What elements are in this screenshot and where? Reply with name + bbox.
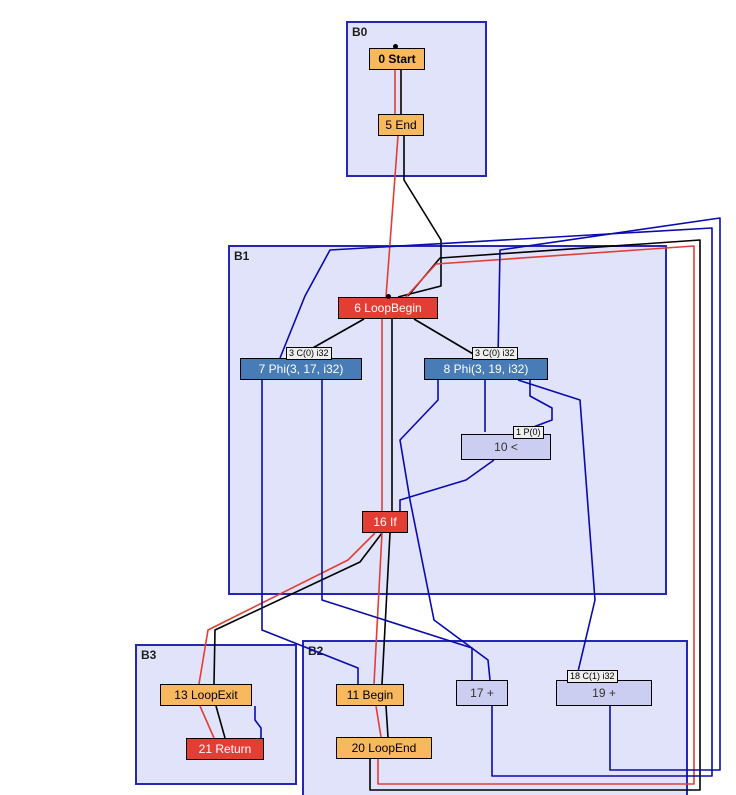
node-label: 16 If — [373, 515, 396, 529]
node-label: 0 Start — [378, 52, 415, 66]
block-b0: B0 — [346, 21, 487, 177]
node-label: 8 Phi(3, 19, i32) — [444, 362, 529, 376]
block-label: B2 — [308, 644, 323, 658]
block-b2: B2 — [302, 640, 688, 795]
node-label: 5 End — [385, 118, 416, 132]
node-label: 13 LoopExit — [174, 688, 237, 702]
node-n17[interactable]: 17 + — [456, 680, 508, 706]
node-label: 10 < — [494, 440, 518, 454]
node-n7[interactable]: 7 Phi(3, 17, i32) — [240, 358, 362, 380]
node-n16[interactable]: 16 If — [362, 511, 408, 533]
port-tag: 18 C(1) i32 — [567, 670, 618, 683]
node-label: 20 LoopEnd — [352, 741, 417, 755]
node-n13[interactable]: 13 LoopExit — [160, 684, 252, 706]
node-n0[interactable]: 0 Start — [369, 48, 425, 70]
node-n5[interactable]: 5 End — [378, 114, 424, 136]
port-dot — [386, 294, 391, 299]
node-label: 11 Begin — [347, 688, 393, 702]
block-b1: B1 — [228, 245, 667, 595]
node-label: 17 + — [470, 686, 494, 700]
node-label: 7 Phi(3, 17, i32) — [259, 362, 344, 376]
block-label: B1 — [234, 249, 249, 263]
node-n11[interactable]: 11 Begin — [336, 684, 404, 706]
node-n21[interactable]: 21 Return — [186, 738, 264, 760]
node-n6[interactable]: 6 LoopBegin — [338, 297, 438, 319]
block-label: B0 — [352, 25, 367, 39]
node-label: 19 + — [592, 686, 616, 700]
node-n8[interactable]: 8 Phi(3, 19, i32) — [424, 358, 548, 380]
port-tag: 3 C(0) i32 — [472, 347, 518, 360]
port-tag: 1 P(0) — [513, 426, 544, 439]
node-label: 6 LoopBegin — [354, 301, 421, 315]
port-dot — [393, 44, 398, 49]
port-tag: 3 C(0) i32 — [286, 347, 332, 360]
node-label: 21 Return — [199, 742, 252, 756]
node-n19[interactable]: 19 + — [556, 680, 652, 706]
block-label: B3 — [141, 648, 156, 662]
node-n20[interactable]: 20 LoopEnd — [336, 737, 432, 759]
block-b3: B3 — [135, 644, 297, 785]
